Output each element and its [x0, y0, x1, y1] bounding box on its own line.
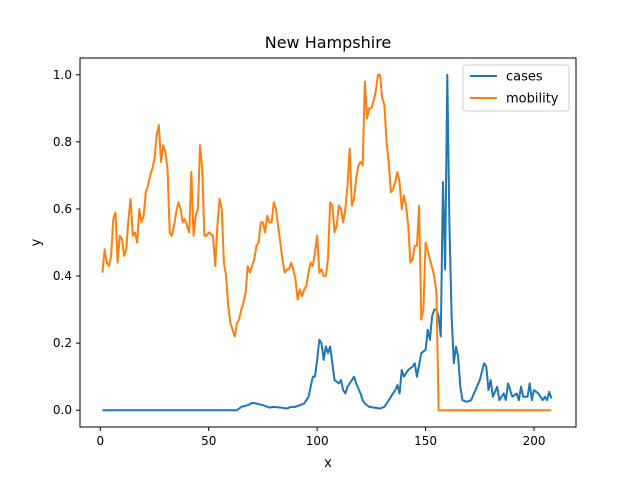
chart-title: New Hampshire: [265, 33, 392, 52]
x-tick-label: 150: [414, 434, 437, 448]
y-tick-label: 0.6: [53, 202, 72, 216]
x-tick-label: 0: [96, 434, 104, 448]
series-line-cases: [102, 73, 553, 412]
plot-area-frame: [79, 57, 577, 428]
y-axis-label: y: [29, 238, 44, 246]
legend: cases mobility: [462, 64, 570, 112]
x-tick-label: 100: [306, 434, 329, 448]
y-tick-label: 0.2: [53, 336, 72, 350]
legend-label-mobility: mobility: [506, 92, 559, 107]
legend-label-cases: cases: [506, 70, 543, 85]
y-tick-label: 0.8: [53, 135, 72, 149]
y-tick-label: 0.0: [53, 403, 72, 417]
series-line-mobility: [101, 73, 552, 412]
x-tick-label: 200: [523, 434, 546, 448]
x-tick-label: 50: [201, 434, 216, 448]
series-layer: [101, 73, 553, 412]
y-tick-label: 1.0: [53, 68, 72, 82]
y-axis: 0.0 0.2 0.4 0.6 0.8 1.0: [53, 68, 80, 417]
y-tick-label: 0.4: [53, 269, 72, 283]
x-axis: 0 50 100 150 200: [96, 427, 545, 448]
x-axis-label: x: [324, 456, 332, 471]
